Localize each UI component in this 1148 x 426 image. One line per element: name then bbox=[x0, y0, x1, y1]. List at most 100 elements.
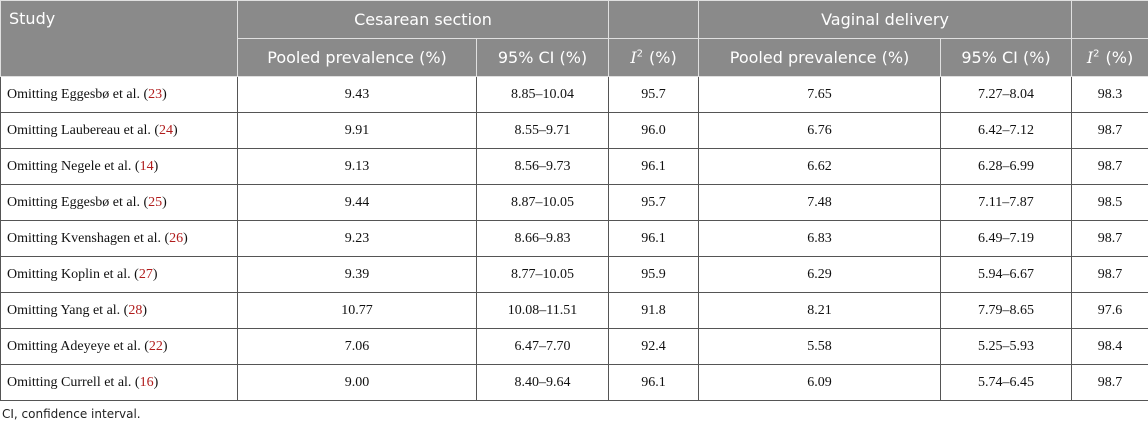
data-row: Omitting Adeyeye et al. (22) 7.06 6.47–7.7… bbox=[0, 328, 1148, 365]
data-row: Omitting Eggesbø et al. (25) 9.44 8.87–10.… bbox=[0, 184, 1148, 221]
reference: 28 bbox=[128, 302, 143, 318]
study-name: Omitting Eggesbø et al. ( bbox=[7, 194, 149, 210]
study-cell: Omitting Koplin et al. (27) bbox=[0, 256, 238, 293]
value-cell: 7.65 bbox=[698, 76, 942, 113]
value-cell: 98.7 bbox=[1071, 148, 1148, 185]
value-cell: 8.21 bbox=[698, 292, 942, 329]
column-header: I2 (%) bbox=[1071, 38, 1148, 77]
value-cell: 8.40–9.64 bbox=[475, 364, 610, 401]
study-name-end: ) bbox=[142, 302, 148, 318]
value-cell: 98.7 bbox=[1071, 364, 1148, 401]
value-cell: 7.48 bbox=[698, 184, 942, 221]
table-header: Study Cesarean section Vaginal delivery Poo… bbox=[0, 0, 1148, 77]
data-row: Omitting Yang et al. (28) 10.77 10.08–11.5… bbox=[0, 292, 1148, 329]
i2-superscript: 2 bbox=[636, 48, 644, 60]
value-cell: 5.94–6.67 bbox=[940, 256, 1073, 293]
data-row: Omitting Eggesbø et al. (23) 9.43 8.85–10.… bbox=[0, 76, 1148, 113]
value-cell: 97.6 bbox=[1071, 292, 1148, 329]
value-cell: 95.7 bbox=[608, 184, 700, 221]
study-name-end: ) bbox=[153, 158, 159, 174]
study-name: Omitting Kvenshagen et al. ( bbox=[7, 230, 170, 246]
study-name: Omitting Negele et al. ( bbox=[7, 158, 140, 174]
study-name: Omitting Koplin et al. ( bbox=[7, 266, 139, 282]
group-header: Vaginal delivery bbox=[698, 0, 1073, 39]
value-cell: 5.25–5.93 bbox=[940, 328, 1073, 365]
i2-symbol: I bbox=[630, 48, 637, 67]
value-cell: 98.4 bbox=[1071, 328, 1148, 365]
reference: 16 bbox=[139, 374, 154, 390]
value-cell: 10.08–11.51 bbox=[475, 292, 610, 329]
value-cell: 8.85–10.04 bbox=[475, 76, 610, 113]
data-row: Omitting Negele et al. (14) 9.13 8.56–9.73… bbox=[0, 148, 1148, 185]
value-cell: 95.7 bbox=[608, 76, 700, 113]
value-cell: 98.7 bbox=[1071, 220, 1148, 257]
value-cell: 6.47–7.70 bbox=[475, 328, 610, 365]
group-spacer bbox=[608, 0, 700, 39]
value-cell: 7.27–8.04 bbox=[940, 76, 1073, 113]
value-cell: 98.3 bbox=[1071, 76, 1148, 113]
value-cell: 7.06 bbox=[237, 328, 477, 365]
value-cell: 92.4 bbox=[608, 328, 700, 365]
group-spacer bbox=[1071, 0, 1148, 39]
study-name-end: ) bbox=[173, 122, 178, 138]
value-cell: 8.87–10.05 bbox=[475, 184, 610, 221]
reference: 25 bbox=[148, 194, 163, 210]
value-cell: 8.66–9.83 bbox=[475, 220, 610, 257]
study-cell: Omitting Eggesbø et al. (23) bbox=[0, 76, 238, 113]
reference: 27 bbox=[138, 266, 153, 282]
study-cell: Omitting Eggesbø et al. (25) bbox=[0, 184, 238, 221]
value-cell: 9.44 bbox=[237, 184, 477, 221]
data-row: Omitting Kvenshagen et al. (26) 9.23 8.66–… bbox=[0, 220, 1148, 257]
study-name: Omitting Yang et al. ( bbox=[7, 302, 129, 318]
value-cell: 9.13 bbox=[237, 148, 477, 185]
value-cell: 96.1 bbox=[608, 220, 700, 257]
data-row: Omitting Koplin et al. (27) 9.39 8.77–10.0… bbox=[0, 256, 1148, 293]
column-header: Pooled prevalence (%) bbox=[237, 38, 477, 77]
value-cell: 6.29 bbox=[698, 256, 942, 293]
value-cell: 9.91 bbox=[237, 112, 477, 149]
study-name: Omitting Eggesbø et al. ( bbox=[7, 86, 149, 102]
i2-unit: (%) bbox=[1105, 48, 1134, 67]
value-cell: 6.62 bbox=[698, 148, 942, 185]
study-name: Omitting Currell et al. ( bbox=[7, 374, 140, 390]
reference: 14 bbox=[139, 158, 154, 174]
group-header: Cesarean section bbox=[236, 0, 610, 39]
data-table: Study Cesarean section Vaginal delivery Poo… bbox=[0, 0, 1148, 401]
value-cell: 9.23 bbox=[237, 220, 477, 257]
study-cell: Omitting Kvenshagen et al. (26) bbox=[0, 220, 238, 257]
data-row: Omitting Laubereau et al. (24) 9.91 8.55–9… bbox=[0, 112, 1148, 149]
study-header: Study bbox=[0, 0, 238, 77]
column-header: I2 (%) bbox=[608, 38, 700, 77]
table-body: Omitting Eggesbø et al. (23) 9.43 8.85–10.… bbox=[0, 76, 1148, 401]
reference: 24 bbox=[159, 122, 173, 138]
value-cell: 8.77–10.05 bbox=[475, 256, 610, 293]
study-cell: Omitting Negele et al. (14) bbox=[0, 148, 238, 185]
value-cell: 98.7 bbox=[1071, 112, 1148, 149]
data-row: Omitting Currell et al. (16) 9.00 8.40–9.6… bbox=[0, 364, 1148, 401]
study-name: Omitting Laubereau et al. ( bbox=[7, 122, 159, 138]
study-cell: Omitting Currell et al. (16) bbox=[0, 364, 238, 401]
reference: 23 bbox=[148, 86, 163, 102]
value-cell: 96.1 bbox=[608, 364, 700, 401]
column-header: 95% CI (%) bbox=[475, 38, 610, 77]
i2-superscript: 2 bbox=[1093, 48, 1100, 60]
header-row: Pooled prevalence (%) 95% CI (%) I2 (%) Pool… bbox=[1, 38, 1148, 77]
footnote: CI, confidence interval. bbox=[2, 407, 141, 421]
header-row: Study Cesarean section Vaginal delivery bbox=[0, 0, 1148, 77]
value-cell: 6.28–6.99 bbox=[940, 148, 1073, 185]
value-cell: 96.1 bbox=[608, 148, 700, 185]
value-cell: 7.11–7.87 bbox=[940, 184, 1073, 221]
study-name: Omitting Adeyeye et al. ( bbox=[7, 338, 149, 354]
value-cell: 98.5 bbox=[1071, 184, 1148, 221]
study-name-end: ) bbox=[162, 194, 167, 210]
i2-unit: (%) bbox=[649, 48, 677, 67]
value-cell: 9.39 bbox=[237, 256, 477, 293]
column-header: Pooled prevalence (%) bbox=[698, 38, 942, 77]
value-cell: 95.9 bbox=[608, 256, 700, 293]
value-cell: 96.0 bbox=[608, 112, 700, 149]
value-cell: 6.76 bbox=[698, 112, 942, 149]
value-cell: 5.58 bbox=[698, 328, 942, 365]
value-cell: 8.55–9.71 bbox=[475, 112, 610, 149]
study-name-end: ) bbox=[153, 374, 159, 390]
